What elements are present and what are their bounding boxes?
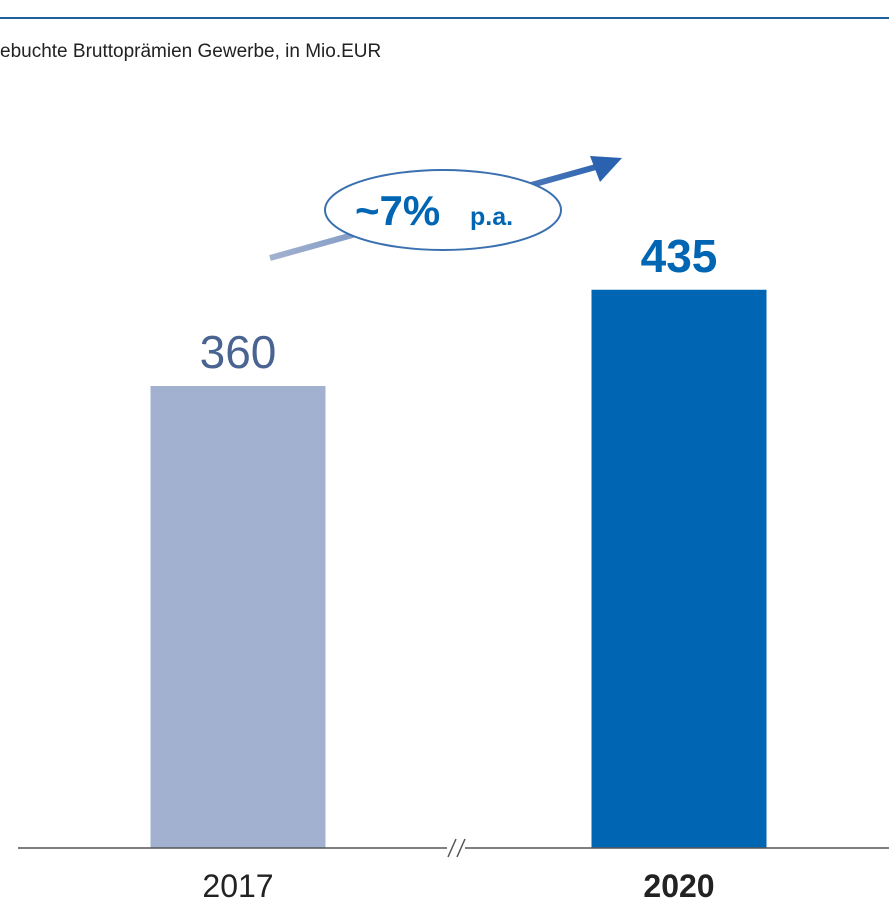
axis-break [447, 838, 457, 858]
axis-break [456, 838, 466, 858]
x-tick-label: 2017 [202, 868, 273, 901]
growth-rate: ~7% [355, 187, 440, 234]
x-tick-label: 2020 [643, 868, 714, 901]
bar [150, 386, 326, 848]
chart-subtitle: ebuchte Bruttoprämien Gewerbe, in Mio.EU… [0, 41, 381, 62]
growth-bubble [324, 169, 562, 251]
value-label: 360 [200, 326, 277, 378]
arrow-head [590, 156, 622, 182]
x-axis [18, 838, 889, 858]
bar [591, 289, 767, 848]
growth-unit: p.a. [470, 203, 513, 231]
value-label: 435 [641, 230, 718, 282]
